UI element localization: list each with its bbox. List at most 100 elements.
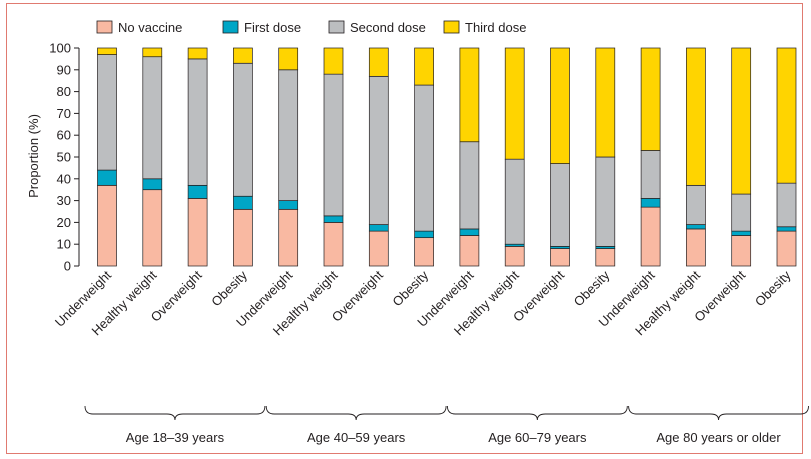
bar-segment bbox=[278, 208, 299, 267]
bar-segment bbox=[459, 47, 480, 143]
bar-segment bbox=[278, 47, 299, 71]
bar-segment bbox=[142, 189, 163, 267]
bar-segment bbox=[640, 206, 661, 267]
bar-segment bbox=[595, 248, 616, 267]
y-tick-label: 50 bbox=[57, 150, 71, 165]
x-tick-label: Obesity bbox=[389, 267, 431, 309]
chart-frame bbox=[6, 3, 803, 454]
bar-segment bbox=[686, 224, 706, 230]
bar-segment bbox=[459, 235, 480, 267]
bar-segment bbox=[640, 47, 661, 151]
bar-segment bbox=[459, 141, 480, 230]
group-brackets: Age 18–39 years Age 40–59 years Age 60–79 … bbox=[84, 405, 809, 445]
bar-segment bbox=[187, 184, 208, 199]
bar-segment bbox=[595, 156, 616, 247]
bar-segment bbox=[776, 47, 797, 184]
legend-label: Third dose bbox=[465, 20, 526, 35]
y-axis-label: Proportion (%) bbox=[26, 114, 41, 198]
bar-segment bbox=[686, 184, 706, 225]
y-tick-label: 20 bbox=[57, 215, 71, 230]
bar-segment bbox=[97, 47, 117, 55]
bar-segment bbox=[731, 193, 752, 232]
group-label: Age 18–39 years bbox=[126, 430, 225, 445]
bar-segment bbox=[550, 163, 570, 247]
bar-segment bbox=[323, 215, 344, 223]
group-bracket bbox=[628, 405, 809, 421]
bar-segment bbox=[550, 248, 570, 267]
bar-segment bbox=[323, 73, 344, 217]
y-tick-label: 80 bbox=[57, 84, 71, 99]
group-bracket bbox=[446, 405, 628, 421]
legend-label: No vaccine bbox=[118, 20, 182, 35]
legend-label: Second dose bbox=[350, 20, 426, 35]
legend-label: First dose bbox=[244, 20, 301, 35]
y-tick-label: 30 bbox=[57, 193, 71, 208]
bar-segment bbox=[414, 84, 434, 232]
y-tick-label: 60 bbox=[57, 128, 71, 143]
group-label: Age 80 years or older bbox=[656, 430, 781, 445]
x-tick-label: Obesity bbox=[571, 267, 613, 309]
bar-segment bbox=[233, 208, 253, 267]
bar-segment bbox=[504, 246, 525, 267]
bar-segment bbox=[640, 150, 661, 199]
bar-segment bbox=[686, 47, 706, 186]
bar-segment bbox=[97, 54, 117, 171]
legend-swatch bbox=[443, 20, 460, 34]
bar-segment bbox=[504, 47, 525, 160]
group-label: Age 60–79 years bbox=[488, 430, 587, 445]
group-bracket bbox=[84, 405, 266, 421]
bar-segment bbox=[187, 58, 208, 186]
bar-segment bbox=[368, 230, 389, 267]
bar-segment bbox=[278, 69, 299, 201]
bar-segment bbox=[142, 47, 163, 58]
y-tick-label: 0 bbox=[64, 259, 71, 274]
bar-segment bbox=[731, 230, 752, 236]
bar-segment bbox=[368, 47, 389, 77]
bar-segment bbox=[776, 182, 797, 228]
legend-swatch bbox=[328, 20, 345, 34]
y-tick-label: 40 bbox=[57, 171, 71, 186]
bar-segment bbox=[97, 169, 117, 186]
group-label: Age 40–59 years bbox=[307, 430, 406, 445]
bar-segment bbox=[459, 228, 480, 236]
bar-segment bbox=[142, 56, 163, 180]
bar-segment bbox=[233, 195, 253, 210]
y-tick-label: 90 bbox=[57, 62, 71, 77]
bars bbox=[97, 47, 797, 267]
bar-segment bbox=[187, 47, 208, 60]
legend-swatch bbox=[222, 20, 239, 34]
bar-segment bbox=[414, 237, 434, 267]
bar-segment bbox=[414, 47, 434, 86]
bar-segment bbox=[278, 200, 299, 210]
legend-swatch bbox=[96, 20, 113, 34]
y-tick-label: 70 bbox=[57, 106, 71, 121]
bar-segment bbox=[776, 226, 797, 232]
bar-segment bbox=[640, 198, 661, 208]
y-axis: 0 10 20 30 40 50 60 70 80 90 100 bbox=[49, 41, 80, 274]
bar-segment bbox=[550, 47, 570, 164]
group-bracket bbox=[265, 405, 447, 421]
x-tick-label: Obesity bbox=[208, 267, 250, 309]
x-tick-label: Obesity bbox=[752, 267, 794, 309]
bar-segment bbox=[97, 184, 117, 267]
bar-segment bbox=[323, 222, 344, 267]
bar-segment bbox=[414, 230, 434, 239]
legend: No vaccine First dose Second dose Third dos… bbox=[96, 20, 526, 35]
bar-segment bbox=[731, 47, 752, 195]
bar-segment bbox=[233, 62, 253, 197]
bar-segment bbox=[504, 158, 525, 245]
bar-segment bbox=[368, 224, 389, 232]
bar-segment bbox=[686, 228, 706, 267]
bar-segment bbox=[731, 235, 752, 267]
bar-segment bbox=[142, 178, 163, 191]
bar-segment bbox=[233, 47, 253, 64]
bar-segment bbox=[776, 230, 797, 267]
bar-segment bbox=[323, 47, 344, 75]
bar-segment bbox=[595, 47, 616, 158]
bar-segment bbox=[368, 75, 389, 225]
bar-segment bbox=[187, 198, 208, 267]
y-tick-label: 100 bbox=[49, 41, 71, 56]
y-tick-label: 10 bbox=[57, 237, 71, 252]
